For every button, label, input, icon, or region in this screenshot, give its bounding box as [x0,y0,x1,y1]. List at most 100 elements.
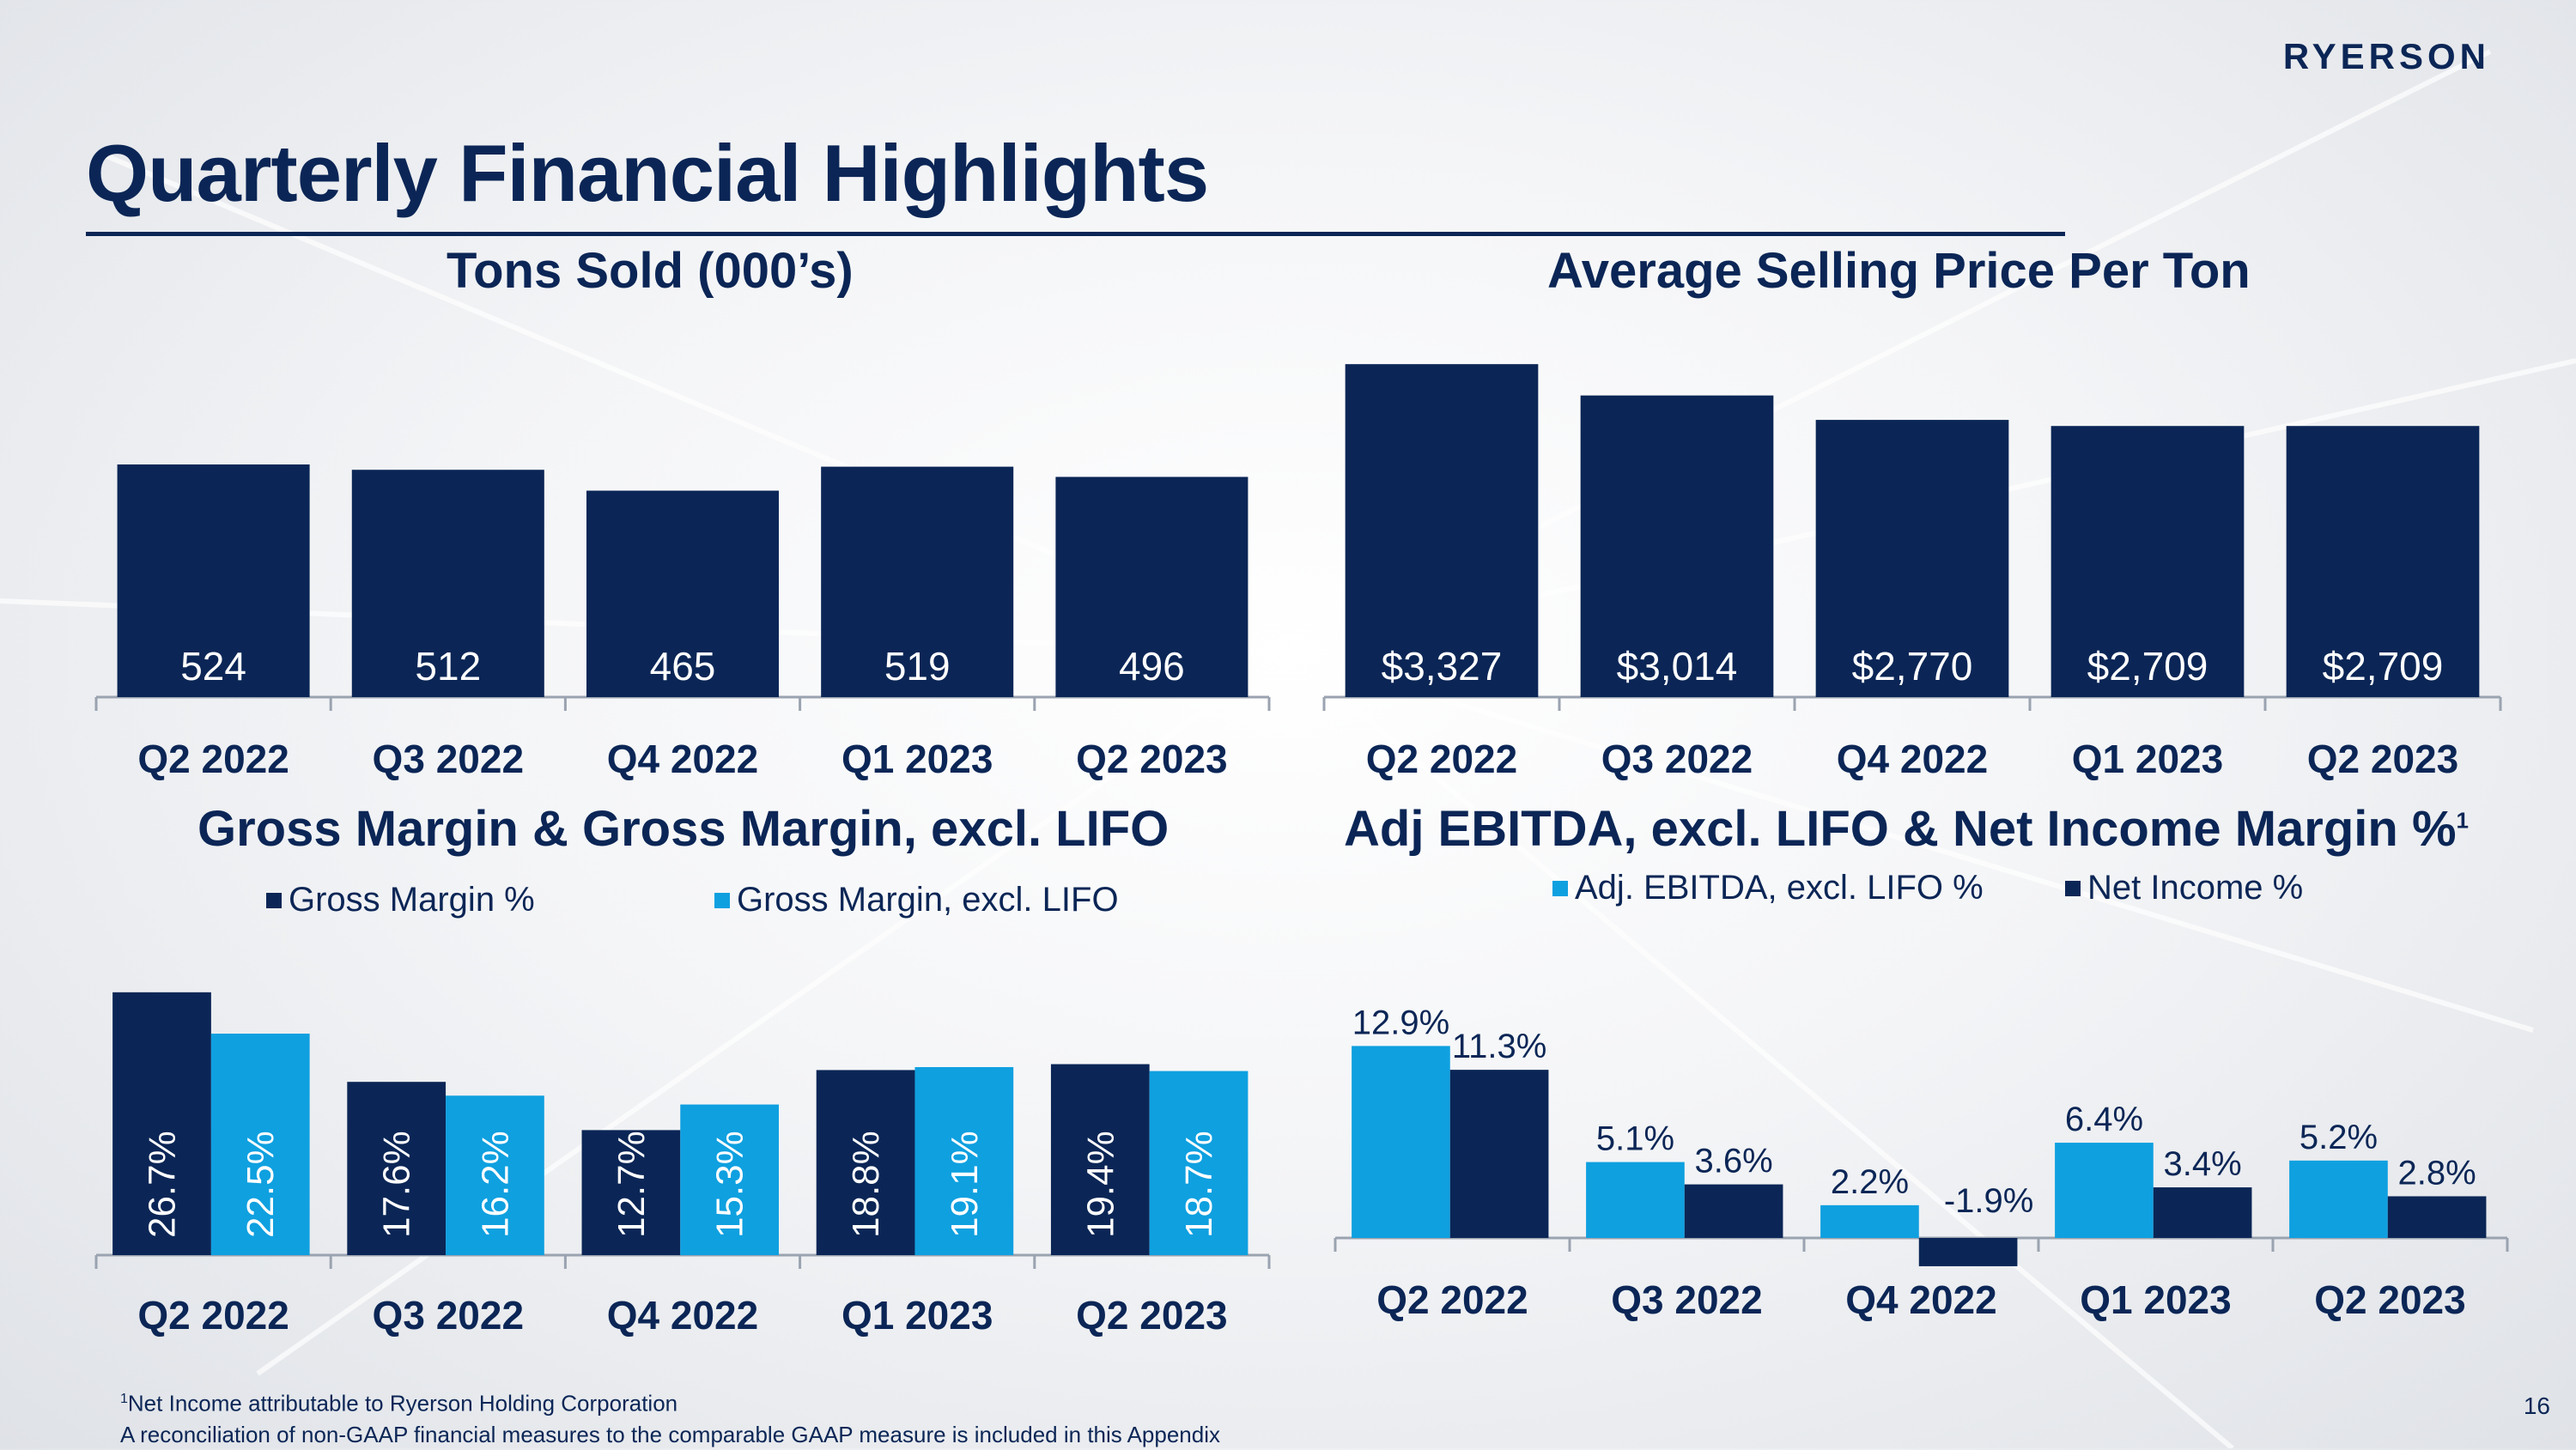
x-tick-label: Q2 2022 [1376,1277,1528,1322]
x-tick-label: Q3 2022 [1601,737,1753,781]
ebitda-legend-adj-ebitda: Adj. EBITDA, excl. LIFO % [1552,869,1984,907]
bar [1449,1070,1549,1238]
data-label: 26.7% [141,1131,183,1238]
asp-chart-title: Average Selling Price Per Ton [1547,243,2251,299]
bar [117,464,310,697]
legend-label: Net Income % [2087,869,2304,907]
x-tick-label: Q2 2023 [2314,1277,2465,1322]
x-tick-label: Q3 2022 [373,737,524,781]
data-label: 5.1% [1596,1120,1674,1158]
x-tick-label: Q4 2022 [1837,737,1988,781]
x-tick-label: Q3 2022 [1611,1277,1762,1322]
x-tick-label: Q2 2022 [1366,737,1517,781]
bar [2387,1196,2487,1238]
data-label: $2,770 [1852,644,1973,689]
page-number: 16 [2523,1392,2550,1419]
bar [586,490,780,697]
data-label: 19.1% [944,1131,986,1238]
ebitda-legend-net-income: Net Income % [2065,869,2303,907]
data-label: 3.6% [1695,1143,1773,1180]
data-label: 496 [1119,644,1185,689]
data-label: 6.4% [2065,1101,2143,1138]
bar [680,1104,780,1255]
x-tick-label: Q2 2023 [2307,737,2458,781]
gm-legend-gross-margin-excl-lifo: Gross Margin, excl. LIFO [714,881,1119,919]
bar [1918,1238,2018,1266]
ebitda-title-text: Adj EBITDA, excl. LIFO & Net Income Marg… [1344,801,2457,857]
data-label: 15.3% [709,1131,751,1238]
bar [446,1095,544,1255]
gm-legend-gross-margin: Gross Margin % [266,881,535,919]
bar [1820,1204,1919,1238]
bar [1149,1071,1249,1255]
bar [210,1034,310,1255]
title-superscript: 1 [2456,807,2469,834]
data-label: 524 [180,644,246,689]
bar [2286,426,2480,697]
legend-swatch-blue [714,892,730,908]
legend-label: Gross Margin, excl. LIFO [737,881,1119,919]
x-tick-label: Q1 2023 [2072,737,2223,781]
bar [816,1070,915,1255]
page-title: Quarterly Financial Highlights [86,128,1209,218]
x-tick-label: Q4 2022 [607,737,758,781]
data-label: 465 [650,644,716,689]
data-label: $3,327 [1382,644,1503,689]
data-label: 12.7% [611,1131,653,1238]
bar [347,1082,447,1255]
x-tick-label: Q2 2023 [1076,737,1227,781]
ebitda-chart-title: Adj EBITDA, excl. LIFO & Net Income Marg… [1344,800,2469,858]
data-label: 5.2% [2300,1119,2378,1156]
data-label: 512 [415,644,481,689]
x-tick-label: Q4 2022 [607,1293,758,1338]
legend-swatch-navy [2065,880,2081,896]
data-label: 12.9% [1352,1004,1449,1041]
footnote-text-1: Net Income attributable to Ryerson Holdi… [127,1390,678,1417]
x-tick-label: Q4 2022 [1845,1277,1996,1322]
bar [1684,1184,1783,1238]
bar [1586,1162,1685,1238]
legend-label: Adj. EBITDA, excl. LIFO % [1575,869,1984,907]
x-tick-label: Q2 2023 [1076,1293,1227,1338]
data-label: $3,014 [1617,644,1738,689]
tons-chart-title: Tons Sold (000’s) [447,243,854,299]
bar [1580,395,1774,697]
bar [1345,364,1539,697]
legend-label: Gross Margin % [289,881,535,919]
data-label: 22.5% [240,1131,282,1238]
x-tick-label: Q2 2022 [137,1293,289,1338]
data-label: -1.9% [1944,1182,2034,1220]
bar [2289,1160,2388,1238]
bar [1815,420,2009,697]
bar [821,466,1014,697]
legend-swatch-blue [1552,880,1568,896]
footnote: 1Net Income attributable to Ryerson Hold… [120,1384,1220,1450]
data-label: 16.2% [474,1131,516,1238]
bar [1055,476,1249,697]
x-tick-label: Q1 2023 [2080,1277,2231,1322]
data-label: $2,709 [2087,644,2208,689]
bar [351,470,544,697]
x-tick-label: Q1 2023 [841,1293,993,1338]
legend-swatch-navy [266,892,282,908]
data-label: $2,709 [2323,644,2444,689]
x-tick-label: Q1 2023 [841,737,993,781]
data-label: 519 [884,644,951,689]
bar [581,1130,681,1255]
gm-chart-title: Gross Margin & Gross Margin, excl. LIFO [197,801,1170,857]
bar [2055,1143,2154,1238]
footnote-superscript: 1 [120,1392,128,1406]
data-label: 18.7% [1178,1131,1220,1238]
footnote-line-1: 1Net Income attributable to Ryerson Hold… [120,1384,1220,1419]
bar [112,992,211,1255]
data-label: 11.3% [1452,1028,1546,1065]
title-divider [86,232,2065,236]
footnote-line-2: A reconciliation of non-GAAP financial m… [120,1421,1220,1447]
bar [1352,1046,1450,1238]
ryerson-logo: RYERSON [2282,36,2490,76]
x-tick-label: Q2 2022 [137,737,289,781]
